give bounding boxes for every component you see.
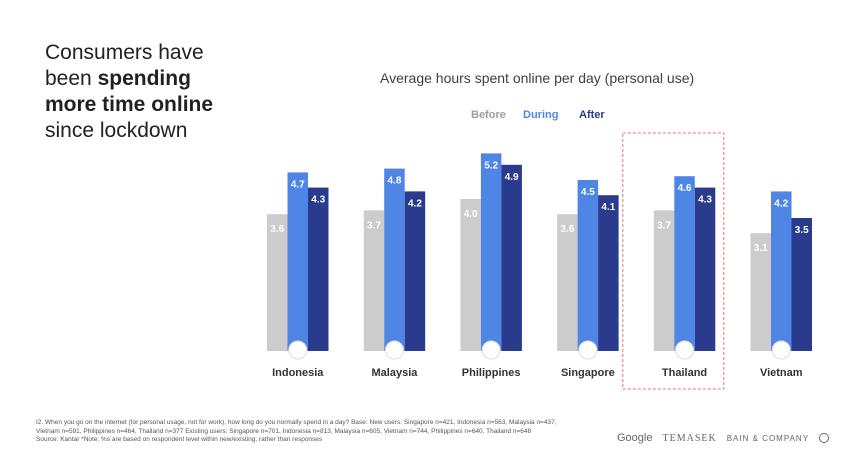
data-label: 3.1 (754, 243, 768, 254)
bar-after (404, 191, 426, 351)
flag-icon (578, 340, 598, 360)
headline-line: since lockdown (45, 119, 188, 142)
data-label: 4.9 (505, 172, 519, 183)
data-label: 4.3 (311, 195, 325, 206)
bar-after (308, 187, 329, 351)
flag-icon (384, 340, 404, 360)
data-label: 4.7 (291, 179, 305, 190)
bar-during (771, 191, 792, 351)
data-label: 3.5 (795, 225, 809, 236)
headline-line: Consumers have (45, 41, 204, 64)
headline-line: more time online (45, 92, 213, 118)
bar-before (460, 199, 481, 351)
bar-after (501, 164, 522, 351)
data-label: 3.7 (657, 220, 671, 231)
data-label: 4.8 (387, 176, 401, 187)
bar-during (287, 172, 308, 351)
flag-icon (288, 340, 308, 360)
data-label: 4.2 (774, 198, 788, 209)
headline-bold: more time online (45, 93, 214, 116)
legend-during: During (523, 109, 559, 121)
category-label: Vietnam (760, 367, 803, 379)
temasek-logo: TEMASEK (662, 432, 717, 444)
bar-before (653, 210, 675, 351)
data-label: 4.1 (601, 202, 615, 213)
headline-line: been spending (45, 66, 213, 92)
data-label: 4.0 (464, 209, 478, 220)
bar-before (557, 214, 578, 351)
headline-bold: spending (97, 67, 191, 90)
highlight-box (622, 132, 725, 390)
bar-during (480, 153, 502, 351)
logos: Google TEMASEK BAIN & COMPANY (617, 432, 830, 444)
bar-before (363, 210, 385, 351)
legend-before: Before (471, 109, 506, 121)
flag-icon (675, 340, 695, 360)
data-label: 3.6 (270, 224, 284, 235)
data-label: 3.7 (367, 220, 381, 231)
category-label: Thailand (662, 367, 707, 379)
chart-title: Average hours spent online per day (pers… (380, 70, 695, 86)
category-label: Indonesia (272, 367, 324, 379)
data-label: 4.3 (698, 195, 712, 206)
category-label: Singapore (561, 367, 615, 379)
flag-icon (481, 340, 501, 360)
bar-during (384, 168, 405, 351)
flag-icon (771, 340, 791, 360)
bar-after (791, 218, 812, 351)
bain-logo: BAIN & COMPANY (726, 433, 810, 443)
bar-before (750, 233, 771, 351)
data-label: 4.5 (581, 187, 595, 198)
bar-during (674, 176, 695, 351)
footnote-line: I2. When you go on the internet (for per… (36, 419, 557, 426)
footnote: I2. When you go on the internet (for per… (36, 419, 626, 445)
category-label: Malaysia (372, 367, 419, 379)
google-logo: Google (617, 432, 653, 444)
data-label: 5.2 (484, 160, 498, 171)
bar-after (598, 195, 619, 351)
legend-after: After (579, 109, 605, 121)
bar-before (267, 214, 288, 351)
bain-circle-icon (819, 433, 830, 443)
footnote-line: Source: Kantar *Note: %s are based on re… (36, 436, 323, 443)
bar-after (694, 187, 716, 351)
footnote-line: Vietnam n=591, Philippines n=464, Thaila… (36, 427, 532, 435)
bar-during (577, 180, 599, 351)
data-label: 3.6 (560, 224, 574, 235)
headline: Consumers have been spending more time o… (45, 40, 213, 144)
data-label: 4.6 (678, 183, 692, 194)
headline-text: been (45, 67, 98, 90)
category-label: Philippines (462, 367, 521, 379)
data-label: 4.2 (408, 198, 422, 209)
